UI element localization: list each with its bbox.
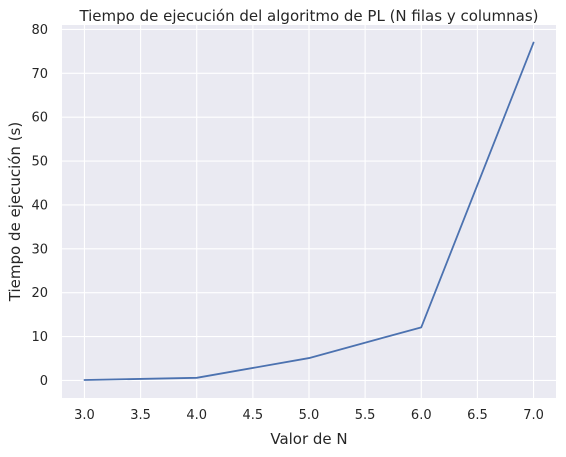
y-axis-title: Tiempo de ejecución (s) [6, 122, 24, 302]
x-tick-label: 3.5 [130, 408, 151, 423]
x-tick-labels: 3.0 3.5 4.0 4.5 5.0 5.5 6.0 6.5 7.0 [74, 408, 544, 423]
chart-title: Tiempo de ejecución del algoritmo de PL … [78, 7, 538, 25]
y-tick-label: 20 [31, 286, 48, 301]
x-axis-title: Valor de N [270, 430, 347, 448]
y-tick-label: 0 [40, 374, 48, 389]
y-tick-label: 40 [31, 198, 48, 213]
x-tick-label: 3.0 [74, 408, 95, 423]
y-tick-label: 10 [31, 330, 48, 345]
x-tick-label: 6.5 [467, 408, 488, 423]
y-tick-label: 80 [31, 23, 48, 38]
y-tick-label: 60 [31, 111, 48, 126]
x-tick-label: 5.0 [299, 408, 320, 423]
x-tick-label: 4.5 [243, 408, 264, 423]
x-tick-label: 7.0 [523, 408, 544, 423]
y-gridlines [62, 28, 556, 381]
x-tick-label: 4.0 [186, 408, 207, 423]
x-tick-label: 6.0 [411, 408, 432, 423]
y-tick-labels: 0 10 20 30 40 50 60 70 80 [31, 23, 48, 389]
x-tick-label: 5.5 [355, 408, 376, 423]
y-tick-label: 70 [31, 67, 48, 82]
x-gridlines [83, 25, 535, 398]
y-tick-label: 30 [31, 242, 48, 257]
y-tick-label: 50 [31, 155, 48, 170]
series-layer [83, 41, 535, 381]
